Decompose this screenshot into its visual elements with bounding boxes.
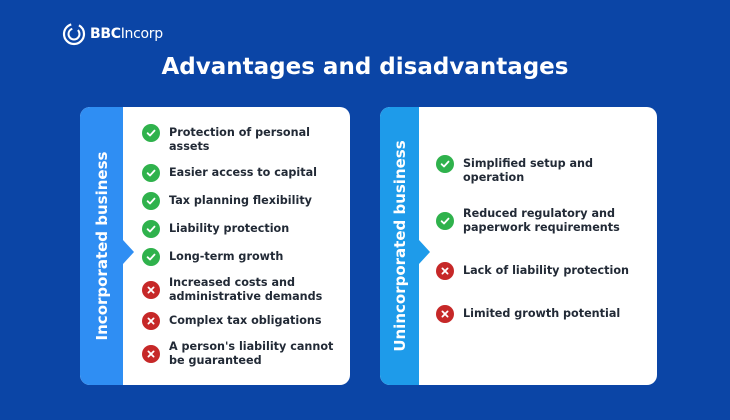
check-icon [142, 192, 160, 210]
item-text: Liability protection [169, 222, 290, 235]
list-item: Protection of personal assets [142, 124, 342, 154]
list-item: Tax planning flexibility [142, 192, 342, 210]
list-item: A person's liability cannot be guarantee… [142, 340, 342, 368]
check-icon [142, 220, 160, 238]
list-item: Long-term growth [142, 248, 342, 266]
cross-icon [436, 305, 454, 323]
incorporated-band: Incorporated business [80, 107, 123, 385]
item-text: Lack of liability protection [463, 264, 629, 277]
logo-mark-icon [62, 22, 86, 46]
unincorporated-pointer [419, 240, 430, 264]
check-icon [436, 212, 454, 230]
cross-icon [436, 262, 454, 280]
item-text: Tax planning flexibility [169, 194, 312, 207]
item-text: Easier access to capital [169, 166, 317, 179]
list-item: Liability protection [142, 220, 342, 238]
list-item: Lack of liability protection [436, 262, 648, 280]
unincorporated-label: Unincorporated business [390, 140, 409, 352]
page-title: Advantages and disadvantages [161, 54, 569, 80]
list-item: Easier access to capital [142, 164, 342, 182]
cross-icon [142, 281, 160, 299]
cross-icon [142, 345, 160, 363]
incorporated-pointer [123, 240, 134, 264]
item-text: Increased costs and administrative deman… [169, 276, 323, 303]
check-icon [142, 124, 160, 142]
unincorporated-list: Simplified setup and operation Reduced re… [436, 155, 648, 345]
item-text: A person's liability cannot be guarantee… [169, 340, 334, 367]
list-item: Limited growth potential [436, 305, 648, 323]
item-text: Long-term growth [169, 250, 284, 263]
incorporated-card: Incorporated business Protection of pers… [80, 107, 350, 385]
list-item: Complex tax obligations [142, 312, 342, 330]
item-text: Protection of personal assets [169, 126, 310, 153]
list-item: Reduced regulatory and paperwork require… [436, 207, 648, 235]
check-icon [436, 155, 454, 173]
list-item: Simplified setup and operation [436, 155, 648, 185]
item-text: Limited growth potential [463, 307, 621, 320]
check-icon [142, 248, 160, 266]
list-item: Increased costs and administrative deman… [142, 276, 342, 304]
cross-icon [142, 312, 160, 330]
unincorporated-band: Unincorporated business [380, 107, 419, 385]
item-text: Reduced regulatory and paperwork require… [463, 207, 620, 234]
brand-logo: BBCIncorp [62, 22, 163, 46]
item-text: Simplified setup and operation [463, 157, 593, 184]
brand-name: BBCIncorp [90, 26, 163, 42]
incorporated-label: Incorporated business [92, 151, 111, 341]
item-text: Complex tax obligations [169, 314, 322, 327]
incorporated-list: Protection of personal assets Easier acce… [142, 124, 342, 378]
check-icon [142, 164, 160, 182]
unincorporated-card: Unincorporated business Simplified setup… [380, 107, 657, 385]
